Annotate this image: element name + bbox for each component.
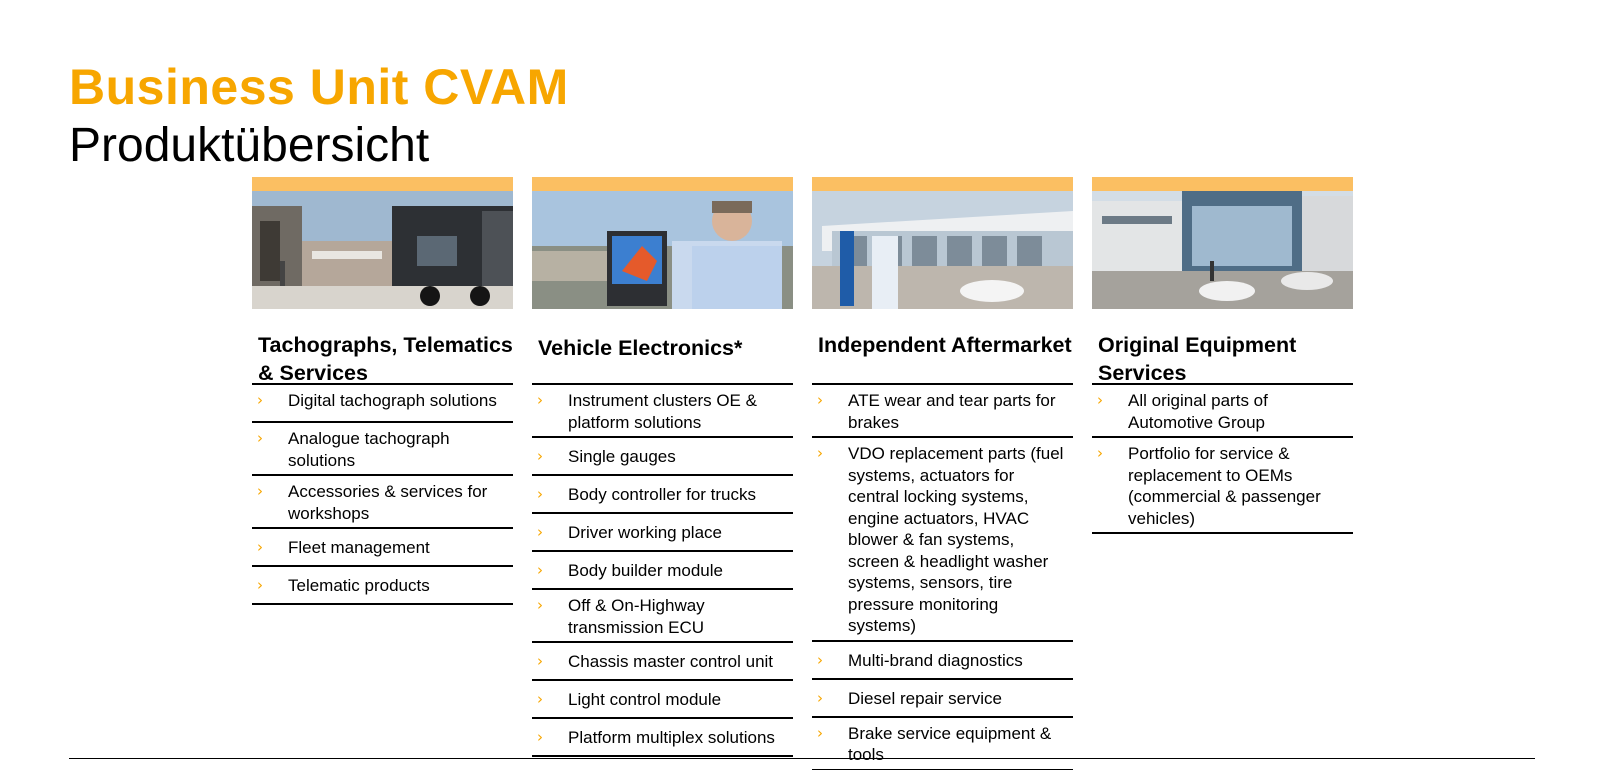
list-item: › Driver working place xyxy=(532,514,793,552)
engineer-touchscreen-photo xyxy=(532,191,793,309)
chevron-right-icon: › xyxy=(817,650,823,669)
chevron-right-icon: › xyxy=(257,482,263,500)
list-item-label: Diesel repair service xyxy=(848,688,1002,708)
column-heading: Independent Aftermarket xyxy=(812,309,1073,385)
list-item: › Chassis master control unit xyxy=(532,643,793,681)
list-item: › Diesel repair service xyxy=(812,680,1073,718)
column-heading: Tachographs, Telematics & Services xyxy=(252,309,513,385)
chevron-right-icon: › xyxy=(1097,391,1103,409)
column-heading: Original Equipment Services xyxy=(1092,309,1353,385)
column-independent-aftermarket: Independent Aftermarket › ATE wear and te… xyxy=(812,177,1073,770)
column-accent-bar xyxy=(252,177,513,191)
list-item: › Single gauges xyxy=(532,438,793,476)
chevron-right-icon: › xyxy=(817,688,823,707)
list-item-label: All original parts of Automotive Group xyxy=(1128,391,1268,432)
list-item: › Body builder module xyxy=(532,552,793,590)
list-item-label: Telematic products xyxy=(288,576,430,595)
list-item-label: Platform multiplex solutions xyxy=(568,728,775,747)
column-accent-bar xyxy=(812,177,1073,191)
column-accent-bar xyxy=(532,177,793,191)
footer-divider xyxy=(69,758,1535,759)
list-item-label: Portfolio for service & replacement to O… xyxy=(1128,444,1321,528)
chevron-right-icon: › xyxy=(817,444,823,462)
chevron-right-icon: › xyxy=(537,523,543,541)
list-item: › Brake service equipment & tools xyxy=(812,718,1073,770)
dealership-building-photo xyxy=(1092,191,1353,309)
column-original-equipment-services: Original Equipment Services › All origina… xyxy=(1092,177,1353,534)
chevron-right-icon: › xyxy=(817,723,823,742)
list-item-label: Accessories & services for workshops xyxy=(288,482,488,523)
list-item-label: Off & On-Highway transmission ECU xyxy=(568,596,705,637)
list-item: › Instrument clusters OE & platform solut… xyxy=(532,385,793,438)
list-item: › Digital tachograph solutions xyxy=(252,385,513,423)
page-subtitle: Produktübersicht xyxy=(69,119,430,172)
chevron-right-icon: › xyxy=(537,561,543,579)
list-item-label: Multi-brand diagnostics xyxy=(848,650,1023,670)
chevron-right-icon: › xyxy=(257,429,263,447)
list-item-label: Light control module xyxy=(568,690,722,709)
list-item: › Telematic products xyxy=(252,567,513,605)
chevron-right-icon: › xyxy=(537,447,543,465)
list-item-label: Body controller for trucks xyxy=(568,485,757,504)
list-item: › Platform multiplex solutions xyxy=(532,719,793,757)
chevron-right-icon: › xyxy=(817,391,823,409)
chevron-right-icon: › xyxy=(537,652,543,670)
column-vehicle-electronics: Vehicle Electronics* › Instrument cluster… xyxy=(532,177,793,757)
list-item: › Light control module xyxy=(532,681,793,719)
chevron-right-icon: › xyxy=(537,596,543,614)
list-item: › Off & On-Highway transmission ECU xyxy=(532,590,793,643)
chevron-right-icon: › xyxy=(537,690,543,708)
column-heading: Vehicle Electronics* xyxy=(532,309,793,385)
column-tachographs: Tachographs, Telematics & Services › Digi… xyxy=(252,177,513,605)
chevron-right-icon: › xyxy=(257,538,263,556)
chevron-right-icon: › xyxy=(537,485,543,503)
list-item-label: Fleet management xyxy=(288,538,430,557)
list-item-label: VDO replacement parts (fuel systems, act… xyxy=(848,444,1064,635)
list-item: › ATE wear and tear parts for brakes xyxy=(812,385,1073,438)
list-item: › Multi-brand diagnostics xyxy=(812,642,1073,680)
chevron-right-icon: › xyxy=(537,728,543,746)
column-accent-bar xyxy=(1092,177,1353,191)
list-item: › All original parts of Automotive Group xyxy=(1092,385,1353,438)
chevron-right-icon: › xyxy=(257,391,263,409)
list-item-label: Chassis master control unit xyxy=(568,652,774,671)
list-item: › Portfolio for service & replacement to … xyxy=(1092,438,1353,534)
page-title: Business Unit CVAM xyxy=(69,59,569,115)
chevron-right-icon: › xyxy=(537,391,543,409)
list-item-label: ATE wear and tear parts for brakes xyxy=(848,391,1056,432)
list-item: › Analogue tachograph solutions xyxy=(252,423,513,476)
list-item-label: Driver working place xyxy=(568,523,722,542)
list-item: › Fleet management xyxy=(252,529,513,567)
list-item: › Body controller for trucks xyxy=(532,476,793,514)
list-item-label: Brake service equipment & tools xyxy=(848,723,1052,765)
workshop-building-photo xyxy=(812,191,1073,309)
list-item-label: Single gauges xyxy=(568,447,676,466)
chevron-right-icon: › xyxy=(257,576,263,594)
truck-depot-photo xyxy=(252,191,513,309)
list-item-label: Body builder module xyxy=(568,561,723,580)
chevron-right-icon: › xyxy=(1097,444,1103,462)
list-item: › Accessories & services for workshops xyxy=(252,476,513,529)
list-item-label: Digital tachograph solutions xyxy=(288,391,497,410)
list-item-label: Instrument clusters OE & platform soluti… xyxy=(568,391,757,432)
list-item: › VDO replacement parts (fuel systems, ac… xyxy=(812,438,1073,642)
list-item-label: Analogue tachograph solutions xyxy=(288,429,450,470)
